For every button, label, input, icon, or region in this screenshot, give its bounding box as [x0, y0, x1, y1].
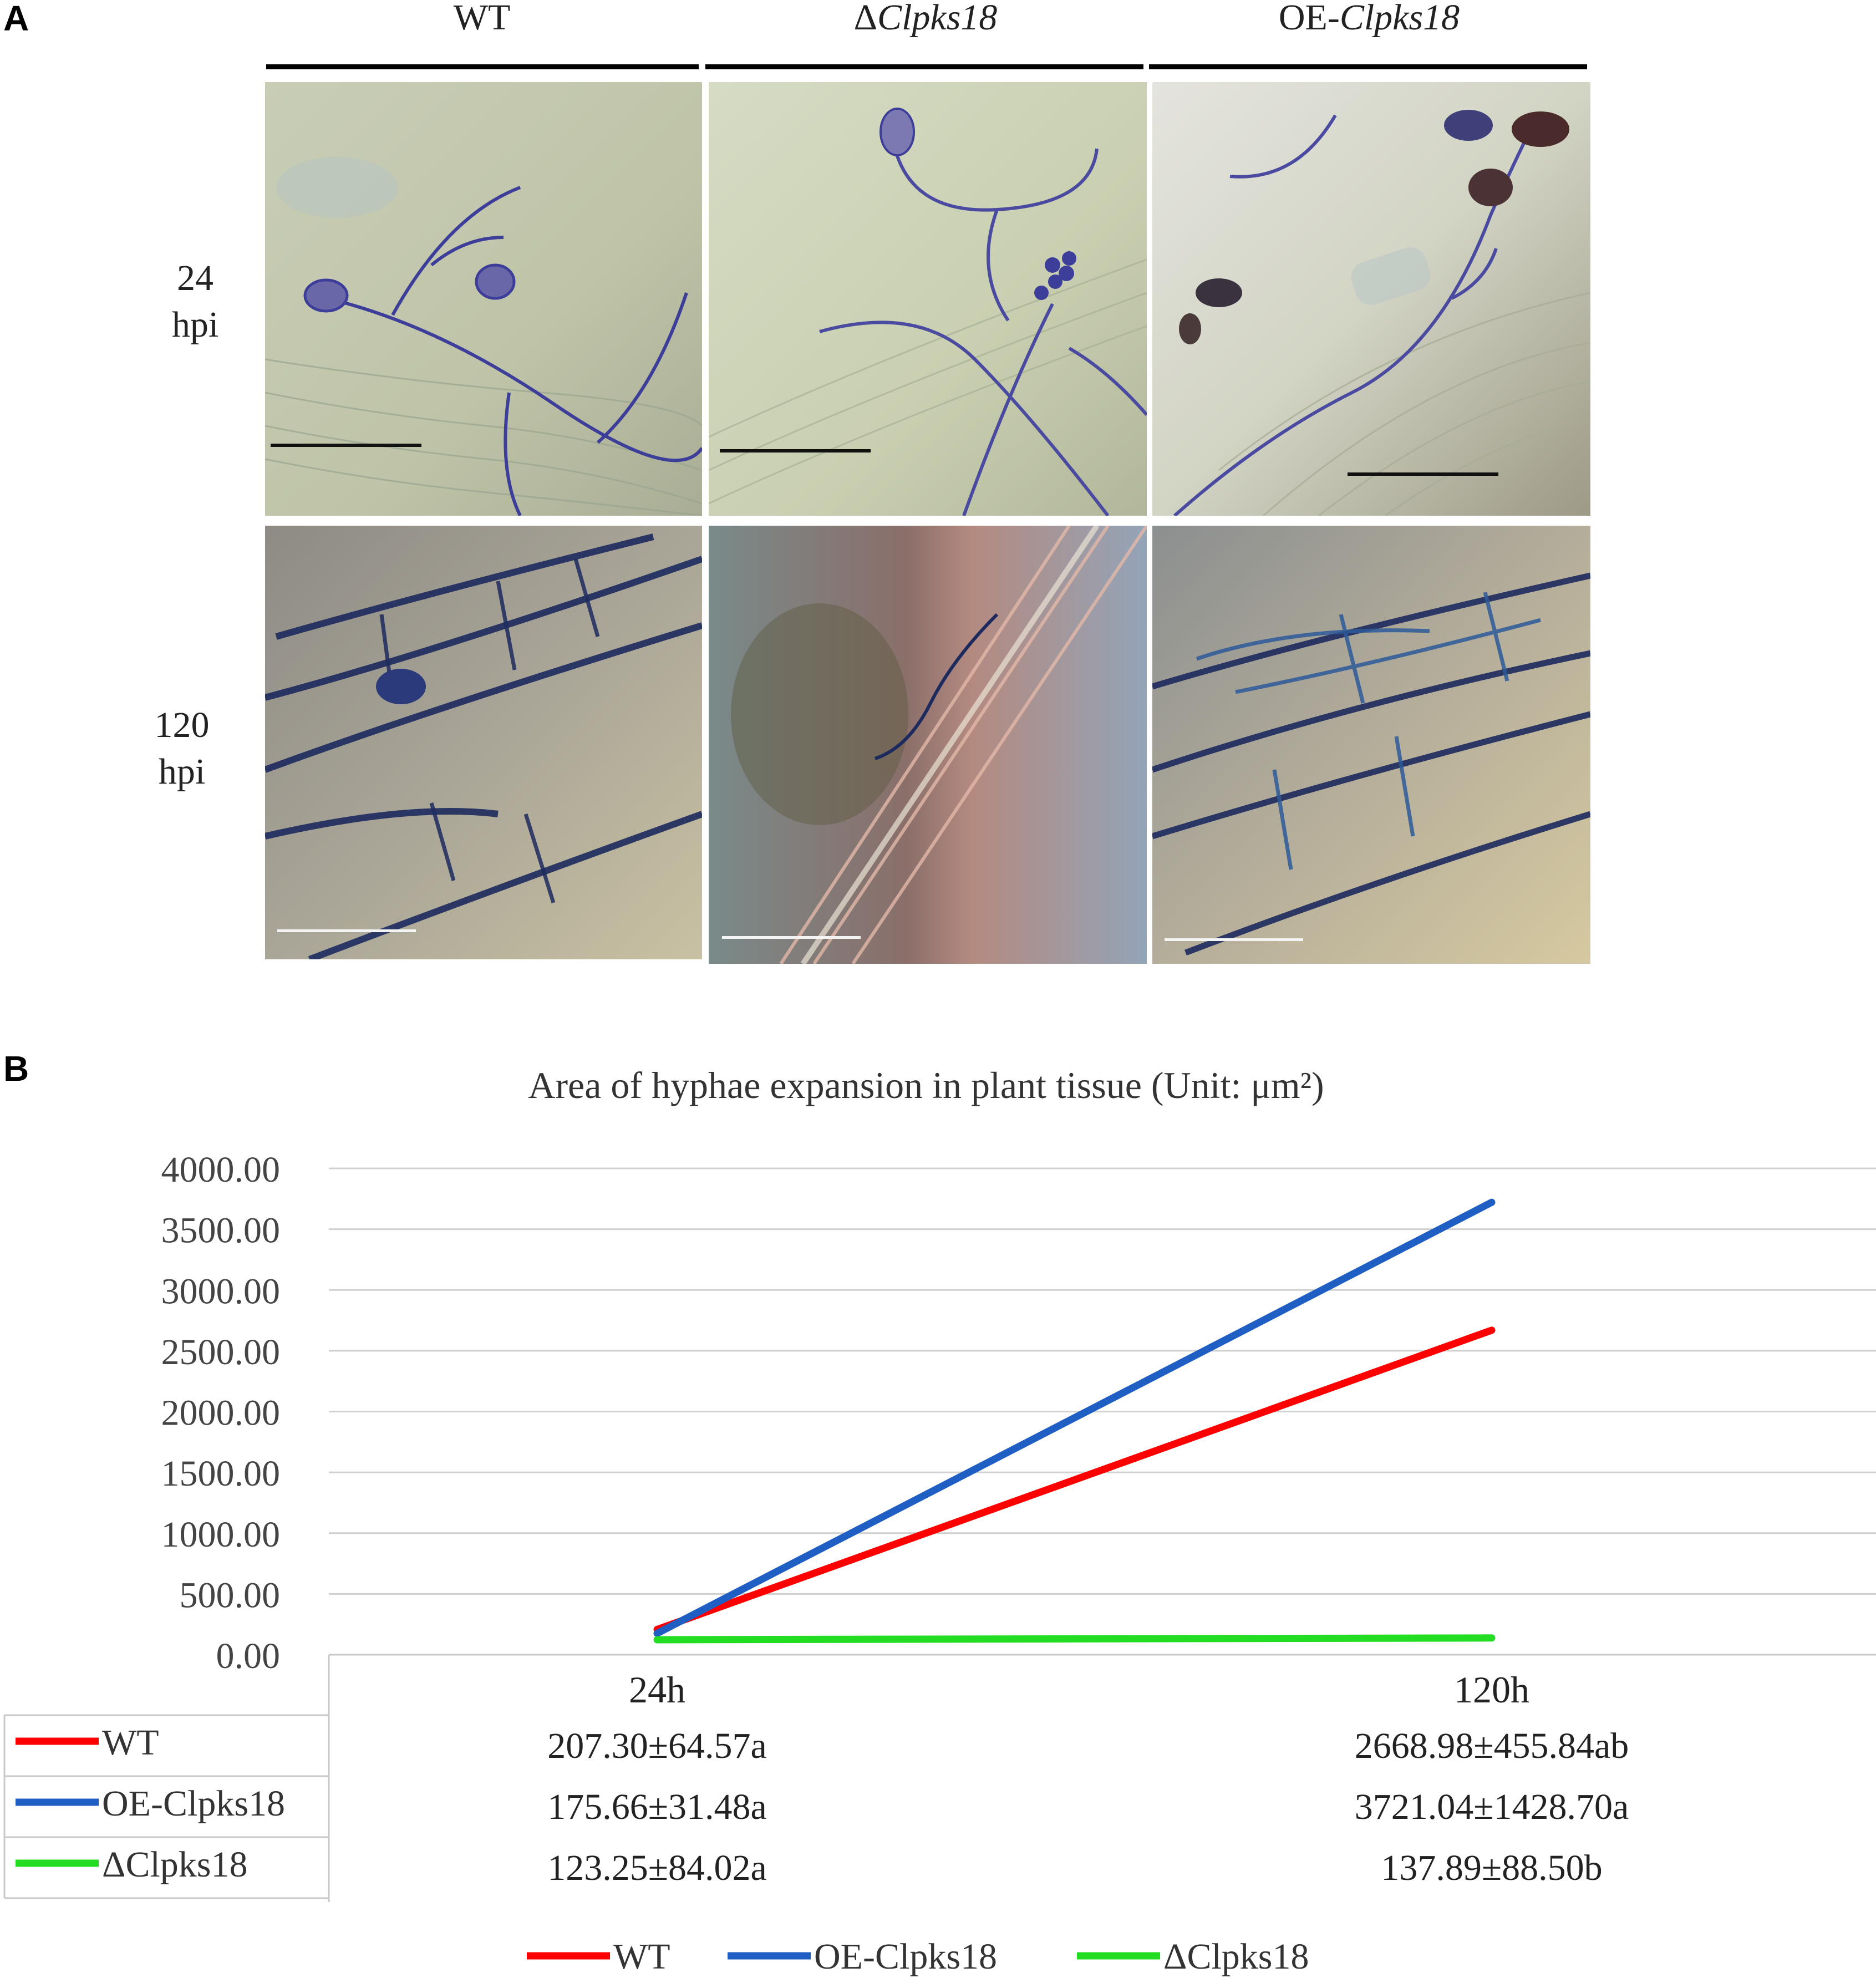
table-cell-value: 3721.04±1428.70a: [1355, 1787, 1629, 1827]
table-row-name: ΔClpks18: [102, 1844, 248, 1885]
y-tick-label: 3000.00: [161, 1271, 281, 1311]
micrograph-deletion-24hpi: [709, 82, 1147, 516]
micrograph-deletion-120hpi: [709, 526, 1147, 964]
column-header-prefix: Δ: [853, 0, 878, 38]
column-header-italic: Clpks18: [877, 0, 998, 38]
column-rule-deletion: [705, 64, 1143, 69]
table-cell-value: 2668.98±455.84ab: [1355, 1726, 1629, 1766]
legend-label: ΔClpks18: [1163, 1936, 1309, 1977]
row-label-120hpi: 120 hpi: [126, 702, 237, 795]
y-tick-label: 2500.00: [161, 1332, 281, 1372]
y-tick-label: 1500.00: [161, 1453, 281, 1494]
micrograph-overexpression-24hpi: [1152, 82, 1590, 516]
legend-label: WT: [613, 1936, 670, 1977]
y-tick-label: 2000.00: [161, 1393, 281, 1433]
column-header-prefix: OE-: [1278, 0, 1340, 38]
table-cell-value: 137.89±88.50b: [1381, 1848, 1602, 1888]
micrograph-wt-120hpi: [265, 526, 702, 959]
row-label-line: 24: [177, 258, 213, 298]
row-label-line: hpi: [171, 304, 219, 345]
column-header-overexpression: OE-Clpks18: [1150, 0, 1588, 39]
x-category-label: 24h: [629, 1669, 685, 1711]
series-line: [653, 1634, 1496, 1644]
column-rule-overexpression: [1149, 64, 1587, 69]
table-cell-value: 207.30±64.57a: [547, 1726, 767, 1766]
hyphae-area-line-chart: Area of hyphae expansion in plant tissue…: [3, 1064, 1876, 1977]
y-tick-label: 1000.00: [161, 1514, 281, 1555]
y-tick-label: 3500.00: [161, 1211, 281, 1251]
column-rule-wt: [266, 64, 699, 69]
y-tick-label: 4000.00: [161, 1150, 281, 1190]
series-line: [653, 1198, 1496, 1637]
micrograph-wt-24hpi: [265, 82, 702, 516]
y-tick-label: 500.00: [180, 1575, 281, 1615]
column-header-wt: WT: [263, 0, 701, 39]
table-cell-value: 123.25±84.02a: [547, 1848, 767, 1888]
row-label-24hpi: 24 hpi: [140, 255, 251, 348]
column-header-deletion: ΔClpks18: [706, 0, 1145, 39]
legend-label: OE-Clpks18: [814, 1936, 997, 1977]
x-category-label: 120h: [1454, 1669, 1529, 1711]
column-header-plain: WT: [453, 0, 511, 38]
chart-title: Area of hyphae expansion in plant tissue…: [528, 1064, 1324, 1106]
micrograph-overexpression-120hpi: [1152, 526, 1590, 964]
row-label-line: hpi: [158, 751, 206, 792]
y-tick-label: 0.00: [216, 1636, 281, 1676]
column-header-italic: Clpks18: [1339, 0, 1460, 38]
table-cell-value: 175.66±31.48a: [547, 1787, 767, 1827]
table-row-name: OE-Clpks18: [102, 1783, 285, 1824]
series-line: [653, 1326, 1496, 1634]
panel-b-letter: B: [3, 1049, 29, 1089]
table-row-name: WT: [102, 1722, 159, 1763]
row-label-line: 120: [154, 705, 210, 745]
panel-a-letter: A: [3, 0, 29, 38]
